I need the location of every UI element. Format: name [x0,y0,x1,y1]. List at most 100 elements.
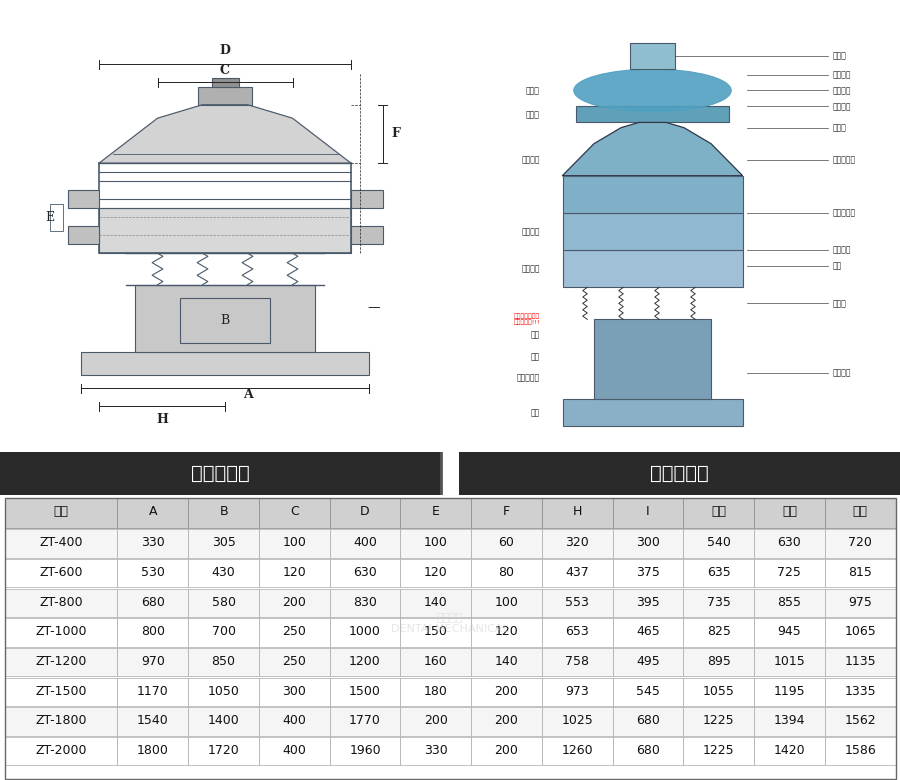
Text: ZT-1500: ZT-1500 [35,685,86,697]
Text: 1225: 1225 [703,714,734,727]
Bar [68,226,99,244]
FancyBboxPatch shape [459,452,900,495]
Text: 1015: 1015 [773,655,806,668]
Text: 级外重锤板: 级外重锤板 [832,208,856,218]
Text: 680: 680 [636,714,660,727]
FancyBboxPatch shape [400,737,471,765]
Text: 150: 150 [424,626,447,638]
FancyBboxPatch shape [188,589,259,617]
FancyBboxPatch shape [400,589,471,617]
Text: 压紧环: 压紧环 [526,110,540,119]
FancyBboxPatch shape [824,619,896,647]
FancyBboxPatch shape [542,530,613,558]
FancyBboxPatch shape [188,559,259,587]
Text: 振体: 振体 [832,261,842,271]
FancyBboxPatch shape [0,452,441,495]
Text: 筛网法兰: 筛网法兰 [832,102,851,111]
Text: 758: 758 [565,655,590,668]
Text: 运输用固定螺栓
试机时去掉!!!: 运输用固定螺栓 试机时去掉!!! [513,314,540,325]
Bar [68,190,99,208]
Text: H: H [572,505,582,518]
FancyBboxPatch shape [329,589,400,617]
Text: 小尺寸排料: 小尺寸排料 [517,374,540,382]
Text: 300: 300 [283,685,306,697]
Text: 553: 553 [565,596,590,608]
Text: 辅助筛网: 辅助筛网 [832,86,851,95]
Text: 辅助筛网: 辅助筛网 [832,70,851,79]
FancyBboxPatch shape [754,559,824,587]
Text: 顶部框架: 顶部框架 [521,155,540,164]
FancyBboxPatch shape [259,648,329,676]
Text: 二层: 二层 [782,505,796,518]
Text: ZT-2000: ZT-2000 [35,744,86,757]
Bar [198,87,252,105]
Text: 725: 725 [778,566,801,579]
FancyBboxPatch shape [4,678,118,706]
FancyBboxPatch shape [542,648,613,676]
Text: B: B [220,505,228,518]
FancyBboxPatch shape [329,559,400,587]
Text: E: E [45,211,54,224]
Text: 700: 700 [212,626,236,638]
Text: 橡胶球: 橡胶球 [832,123,846,133]
FancyBboxPatch shape [329,707,400,736]
Text: ZT-1000: ZT-1000 [35,626,86,638]
Text: 球形清洁板: 球形清洁板 [832,155,856,164]
FancyBboxPatch shape [4,707,118,736]
Text: 1960: 1960 [349,744,381,757]
FancyBboxPatch shape [118,707,188,736]
Text: 970: 970 [141,655,165,668]
FancyBboxPatch shape [188,498,259,528]
Bar [351,190,382,208]
Text: 120: 120 [424,566,447,579]
FancyBboxPatch shape [542,707,613,736]
Text: 430: 430 [212,566,236,579]
Text: 855: 855 [778,596,801,608]
FancyBboxPatch shape [118,737,188,765]
FancyBboxPatch shape [4,619,118,647]
Text: 630: 630 [778,537,801,549]
Text: 800: 800 [140,626,165,638]
Text: 120: 120 [495,626,518,638]
Text: 580: 580 [212,596,236,608]
FancyBboxPatch shape [613,619,683,647]
Text: 1586: 1586 [844,744,876,757]
Text: D: D [360,505,370,518]
FancyBboxPatch shape [613,498,683,528]
Text: 电动机: 电动机 [832,299,846,308]
Bar [562,399,742,426]
Text: 1420: 1420 [774,744,806,757]
FancyBboxPatch shape [259,530,329,558]
Text: 型号: 型号 [53,505,68,518]
Text: 底座: 底座 [531,408,540,417]
Text: 1335: 1335 [844,685,876,697]
Text: 250: 250 [283,626,306,638]
Text: 200: 200 [494,685,518,697]
Text: ZT-1800: ZT-1800 [35,714,86,727]
FancyBboxPatch shape [683,737,754,765]
FancyBboxPatch shape [542,559,613,587]
Text: 1394: 1394 [774,714,806,727]
Text: C: C [220,64,230,76]
Text: 80: 80 [499,566,515,579]
Text: 进料口: 进料口 [832,51,846,60]
Text: 160: 160 [424,655,447,668]
FancyBboxPatch shape [400,648,471,676]
FancyBboxPatch shape [471,737,542,765]
FancyBboxPatch shape [613,559,683,587]
FancyBboxPatch shape [471,648,542,676]
Text: 250: 250 [283,655,306,668]
FancyBboxPatch shape [400,678,471,706]
FancyBboxPatch shape [824,498,896,528]
Text: 三层: 三层 [852,505,868,518]
FancyBboxPatch shape [471,498,542,528]
FancyBboxPatch shape [259,589,329,617]
Text: C: C [290,505,299,518]
Text: 弹簧: 弹簧 [531,331,540,340]
Text: 330: 330 [141,537,165,549]
FancyBboxPatch shape [4,737,118,765]
FancyBboxPatch shape [118,648,188,676]
Bar [562,176,742,213]
Text: 330: 330 [424,744,447,757]
FancyBboxPatch shape [400,707,471,736]
